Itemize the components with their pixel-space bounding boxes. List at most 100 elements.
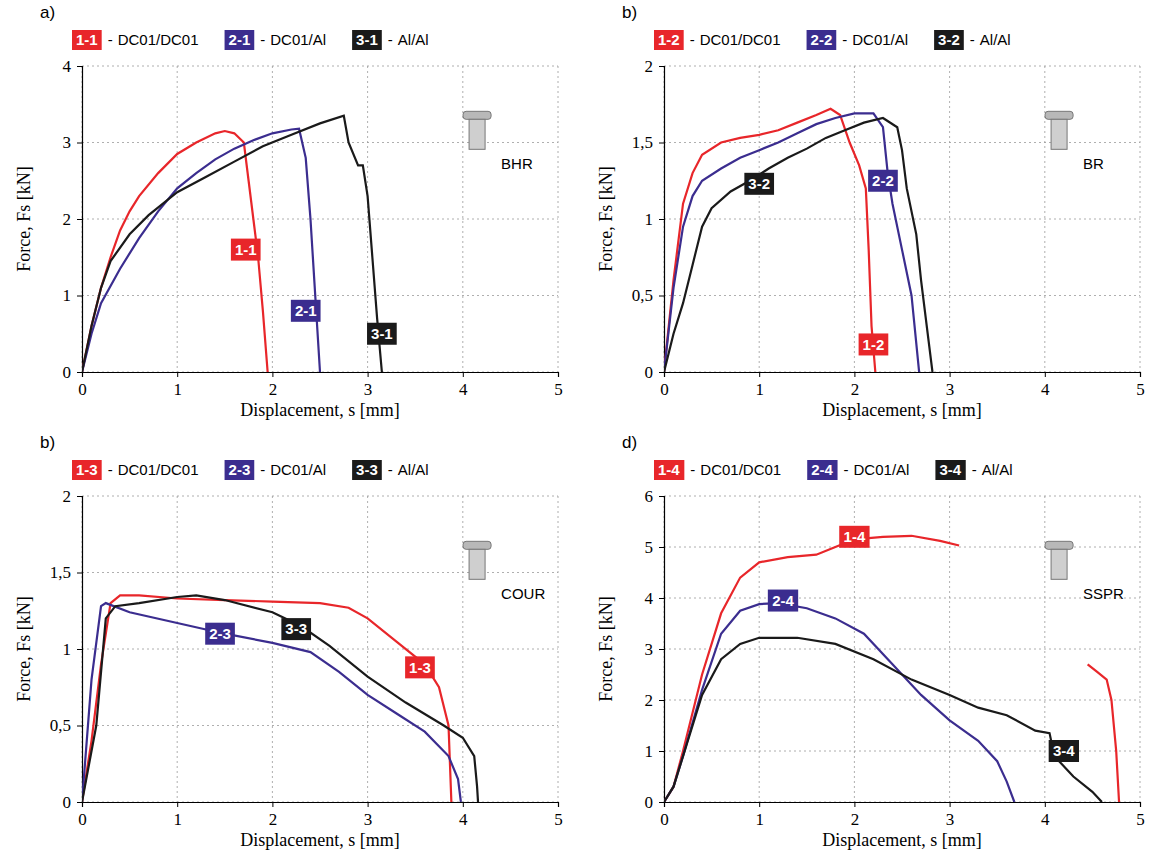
grid-line <box>82 295 558 296</box>
curve-label-box <box>291 300 321 322</box>
tick-mark <box>659 219 664 220</box>
series-line <box>82 131 268 372</box>
legend-badge-label: 3-2 <box>938 31 960 48</box>
grid-line <box>82 142 558 143</box>
axis-line <box>77 497 83 803</box>
tick-mark <box>77 296 82 297</box>
tick-label: 2 <box>269 380 278 399</box>
legend-label: DC01/DC01 <box>118 31 199 48</box>
curve-label-box <box>405 656 435 678</box>
legend: 1-3-DC01/DC012-3-DC01/Al3-3-Al/Al <box>72 460 429 480</box>
tick-mark <box>558 802 559 807</box>
tick-mark <box>77 802 82 803</box>
tick: 1 <box>645 742 665 761</box>
figure: a)1-1-DC01/DC012-1-DC01/Al3-1-Al/Al01234… <box>0 0 1165 861</box>
legend-separator: - <box>260 461 265 478</box>
legend-badge-label: 1-1 <box>76 31 98 48</box>
tick-label: 0 <box>645 793 654 812</box>
grid <box>664 66 1140 372</box>
tick: 5 <box>554 802 563 829</box>
tick-label: 2 <box>269 810 278 829</box>
legend-separator: - <box>844 461 849 478</box>
curve-label-box <box>1049 740 1079 762</box>
legend-separator: - <box>972 461 977 478</box>
curve-label: 1-2 <box>859 333 889 355</box>
tick: 3 <box>645 640 665 659</box>
tick-mark <box>77 726 82 727</box>
legend-badge <box>225 460 255 480</box>
legend-separator: - <box>970 31 975 48</box>
tick: 2 <box>645 57 665 76</box>
rivet-label: BR <box>1083 155 1104 172</box>
tick-mark <box>77 649 82 650</box>
y-axis: 0123456 <box>645 487 665 812</box>
legend-badge <box>935 460 965 480</box>
legend-label: DC01/DC01 <box>118 461 199 478</box>
legend-label: DC01/Al <box>852 31 908 48</box>
curve-label-box <box>744 173 774 195</box>
legend-item: 1-1-DC01/DC01 <box>72 30 199 50</box>
tick-label: 1 <box>63 640 72 659</box>
tick: 1 <box>755 802 764 829</box>
tick-label: 0 <box>63 363 72 382</box>
tick-mark <box>463 802 464 807</box>
legend-separator: - <box>388 461 393 478</box>
tick: 2 <box>269 372 278 399</box>
tick: 4 <box>1041 802 1050 829</box>
tick-mark <box>77 372 82 373</box>
legend-badge <box>352 460 382 480</box>
legend-item: 3-3-Al/Al <box>352 460 429 480</box>
curve-label: 1-3 <box>405 656 435 678</box>
tick-label: 0 <box>660 380 669 399</box>
tick-mark <box>659 143 664 144</box>
curve-label-text: 2-2 <box>872 172 894 189</box>
tick-mark <box>854 802 855 807</box>
tick-mark <box>463 372 464 377</box>
legend-badge <box>807 460 837 480</box>
legend: 1-2-DC01/DC012-2-DC01/Al3-2-Al/Al <box>654 30 1011 50</box>
legend-badge <box>934 30 964 50</box>
curve-label-box <box>868 170 898 192</box>
curve-label: 3-1 <box>367 323 397 345</box>
tick: 2 <box>269 802 278 829</box>
tick-mark <box>177 372 178 377</box>
series-lines <box>82 116 382 372</box>
rivet-icon <box>1045 111 1073 149</box>
y-axis: 00,511,52 <box>50 487 83 812</box>
legend-badge <box>72 30 102 50</box>
tick: 0 <box>645 363 665 382</box>
legend-label: DC01/Al <box>270 31 326 48</box>
legend-item: 3-1-Al/Al <box>352 30 429 50</box>
legend-badge-label: 2-2 <box>811 31 833 48</box>
tick: 6 <box>645 487 665 506</box>
tick-label: 1,5 <box>632 133 653 152</box>
tick-mark <box>659 496 664 497</box>
tick-label: 1 <box>755 810 764 829</box>
x-axis: 012345 <box>78 802 563 829</box>
tick: 1 <box>755 372 764 399</box>
legend-label: Al/Al <box>398 461 429 478</box>
tick-mark <box>77 219 82 220</box>
grid-line <box>664 66 1140 67</box>
curve-label-box <box>231 239 261 261</box>
curve-label: 2-1 <box>291 300 321 322</box>
legend-label: DC01/DC01 <box>700 31 781 48</box>
tick-mark <box>77 496 82 497</box>
panel-letter: b) <box>40 433 55 452</box>
plot: 0123450123456Displacement, s [mm]Force, … <box>596 487 1145 850</box>
grid-line <box>664 700 1140 701</box>
tick-mark <box>854 372 855 377</box>
rivet-body <box>469 119 485 149</box>
series-lines <box>82 595 478 802</box>
rivet-body <box>469 549 485 579</box>
legend-badge-label: 1-2 <box>658 31 680 48</box>
tick-mark <box>950 372 951 377</box>
curve-label-text: 2-3 <box>209 625 231 642</box>
legend-badge <box>72 460 102 480</box>
curve-label-box <box>768 590 798 612</box>
grid <box>82 66 558 372</box>
legend-item: 3-4-Al/Al <box>935 460 1012 480</box>
curve-label-text: 1-1 <box>235 241 257 258</box>
grid-line <box>82 572 558 573</box>
legend-item: 2-1-DC01/Al <box>225 30 327 50</box>
